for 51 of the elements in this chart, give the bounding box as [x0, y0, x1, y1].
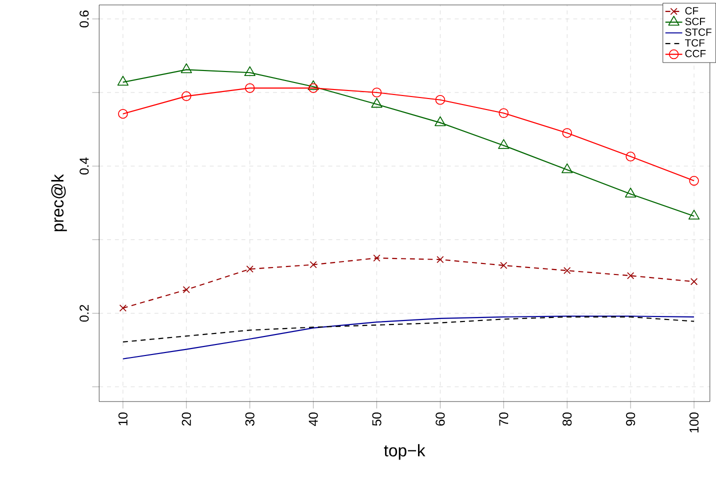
point: [689, 176, 699, 186]
y-axis-title: prec@k: [51, 174, 67, 232]
legend-label: STCF: [685, 28, 712, 36]
point: [244, 83, 255, 94]
legend-label: CF: [685, 7, 698, 15]
point: [626, 272, 634, 280]
x-tick-label: 100: [689, 412, 699, 433]
point: [118, 109, 128, 119]
x-tick-label: 50: [372, 412, 382, 426]
point: [562, 164, 573, 174]
point: [498, 108, 509, 118]
x-tick-label: 60: [436, 412, 445, 426]
y-tick-label: 0.2: [80, 305, 89, 322]
point: [119, 304, 127, 312]
point: [308, 83, 318, 94]
point: [625, 188, 636, 198]
point: [244, 66, 256, 76]
point: [180, 63, 192, 74]
point: [435, 95, 446, 105]
point: [372, 88, 382, 98]
point: [564, 267, 571, 274]
point: [310, 261, 317, 268]
point: [626, 152, 636, 162]
line-series: [122, 316, 695, 360]
point: [562, 128, 572, 138]
point: [688, 210, 700, 220]
point: [308, 80, 319, 90]
x-tick-label: 30: [245, 412, 254, 426]
x-tick-label: 70: [499, 412, 508, 426]
x-tick-label: 40: [308, 412, 318, 426]
y-tick-label: 0.6: [80, 10, 89, 28]
point: [436, 256, 444, 264]
point: [246, 266, 254, 273]
point: [373, 254, 380, 262]
point: [117, 76, 129, 86]
point: [182, 91, 192, 102]
point: [500, 262, 508, 270]
point: [690, 278, 698, 286]
point: [498, 139, 510, 149]
point: [371, 98, 382, 108]
legend-label: TCF: [685, 39, 705, 47]
legend-label: CCF: [685, 50, 706, 58]
point: [434, 116, 446, 126]
point: [182, 286, 190, 294]
x-axis-title: top−k: [384, 444, 426, 460]
x-tick-label: 80: [562, 412, 572, 426]
x-tick-label: 10: [118, 412, 128, 426]
legend-label: SCF: [685, 18, 706, 26]
x-tick-label: 20: [182, 412, 191, 426]
x-tick-label: 90: [626, 412, 636, 426]
y-tick-label: 0.4: [80, 158, 89, 175]
